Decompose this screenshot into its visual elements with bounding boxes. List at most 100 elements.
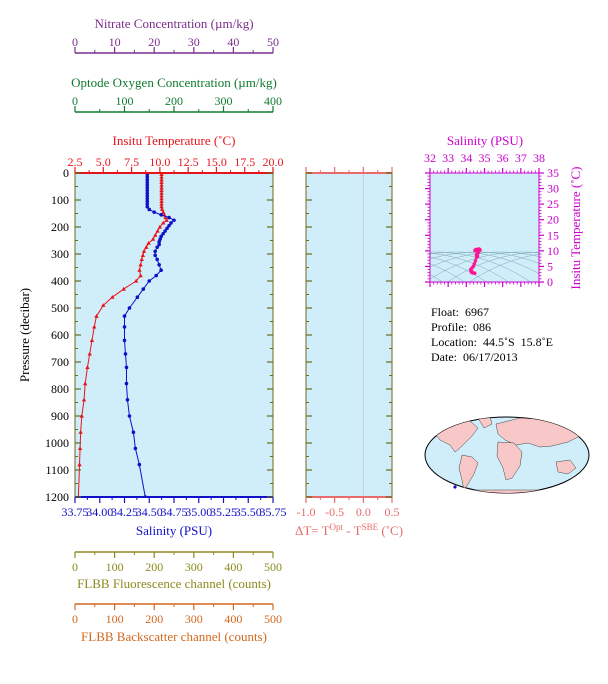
ts-ytick-label: 30 [547,182,559,196]
temp-series-point [153,232,158,237]
temp-series-point [159,185,164,190]
sal-series-point [159,234,163,239]
temperature-axis-label: Insitu Temperature (˚C) [112,133,235,148]
salinity-tick-label: 33.75 [62,505,89,519]
nitrate-tick-label: 20 [148,35,160,49]
delta-t-tick-label: -0.5 [325,505,344,519]
ts-ytick-label: 35 [547,166,559,180]
sal-series-point [145,196,150,201]
fluorescence-axis: 0 100 200 300 400 500 FLBB Fluorescence chann… [72,551,282,591]
float-label: Float: [431,305,460,319]
ts-point [473,248,477,253]
temperature-tick-label: 15.0 [206,155,227,169]
temp-series-point [89,338,95,342]
sal-series-point [145,188,150,193]
oxygen-axis-label: Optode Oxygen Concentration (µm/kg) [71,75,277,90]
temp-series-point [82,381,88,386]
delta-t-axis-label: ΔT= TOpt - TSBE (˚C) [295,522,403,538]
ts-isopycnal-line [430,251,531,282]
temp-series-point [159,182,164,187]
salinity-tick-label: 34.50 [136,505,163,519]
temp-series-point [78,430,83,434]
temperature-tick-label: 17.5 [234,155,255,169]
sal-series-point [155,245,159,250]
oxygen-tick-label: 300 [215,94,233,108]
sal-series-point [147,279,152,283]
nitrate-axis-label: Nitrate Concentration (µm/kg) [94,16,253,31]
sal-series-point [161,231,165,236]
sal-series-point [145,191,150,196]
pressure-tick-label: 0 [63,166,69,180]
salinity-tick-label: 35.00 [185,505,212,519]
temp-series-point [141,249,147,253]
salinity-tick-label: 35.75 [260,505,287,519]
temp-series-point [77,446,83,450]
fluorescence-tick-label: 500 [264,560,282,574]
ts-ytick-label: 5 [547,259,553,273]
sal-series-point [167,223,171,228]
pressure-tick-label: 100 [51,193,69,207]
oxygen-tick-label: 400 [264,94,282,108]
ts-ytick-label: 20 [547,213,559,227]
oxygen-tick-label: 200 [165,94,183,108]
temp-series-point [159,204,164,209]
sal-series-point [158,237,162,241]
delta-t-label-sup1: Opt [330,522,344,532]
date-label: Date: [431,350,457,364]
ts-xtick-label: 35 [479,151,491,165]
sal-series-point [145,202,150,206]
temp-series-point [85,365,90,369]
pressure-tick-label: 900 [51,409,69,423]
land-south-america [458,454,479,491]
temp-series-point [159,180,164,185]
pressure-tick-label: 500 [51,301,69,315]
nitrate-axis: Nitrate Concentration (µm/kg) 0 10 20 30 40 5… [72,16,279,54]
sal-series-point [145,180,150,185]
sal-series-point [127,414,132,418]
temperature-series [77,173,169,497]
sal-series-point [157,263,161,267]
salinity-tick-label: 34.75 [161,505,188,519]
sal-series-point [124,365,129,370]
temp-series-point [157,224,163,229]
sal-series-point [145,183,150,187]
sal-series-point [137,462,142,467]
ts-ytick-label: 0 [547,275,553,289]
location-value: 44.5˚S 15.8˚E [482,335,553,349]
pressure-tick-label: 700 [51,355,69,369]
sal-series-point [159,268,163,273]
land-antarctica [439,489,581,493]
temp-series-point [150,236,156,241]
backscatter-tick-label: 0 [72,612,78,626]
backscatter-tick-label: 200 [145,612,163,626]
sal-series-point [145,204,150,209]
delta-t-label-sup2: SBE [362,522,379,532]
temp-series-point [159,177,164,182]
sal-series-point [145,175,150,179]
ts-isopycnal-line [430,251,539,268]
ts-xtick-label: 38 [533,151,545,165]
temperature-tick-label: 20.0 [263,155,284,169]
nitrate-tick-label: 40 [227,35,239,49]
backscatter-tick-label: 100 [106,612,124,626]
land-africa [496,441,523,481]
nitrate-tick-label: 50 [267,35,279,49]
location-row: Location: 44.5˚S 15.8˚E [431,335,553,350]
temp-series-point [144,245,149,249]
sal-series-point [124,381,129,386]
float-location-marker [453,485,457,489]
sal-series-point [135,295,140,300]
fluorescence-tick-label: 100 [106,560,124,574]
temp-series-point [159,174,164,179]
temp-series-point [161,220,166,225]
delta-t-tick-label: 0.5 [385,505,400,519]
pressure-tick-label: 200 [51,220,69,234]
delta-t-tick-label: 0.0 [356,505,371,519]
temp-series-point [138,262,143,267]
sal-series-point [153,253,157,258]
ts-xtick-label: 34 [460,151,472,165]
oxygen-tick-label: 100 [116,94,134,108]
ts-ytick-label: 15 [547,228,559,242]
backscatter-tick-label: 400 [224,612,242,626]
